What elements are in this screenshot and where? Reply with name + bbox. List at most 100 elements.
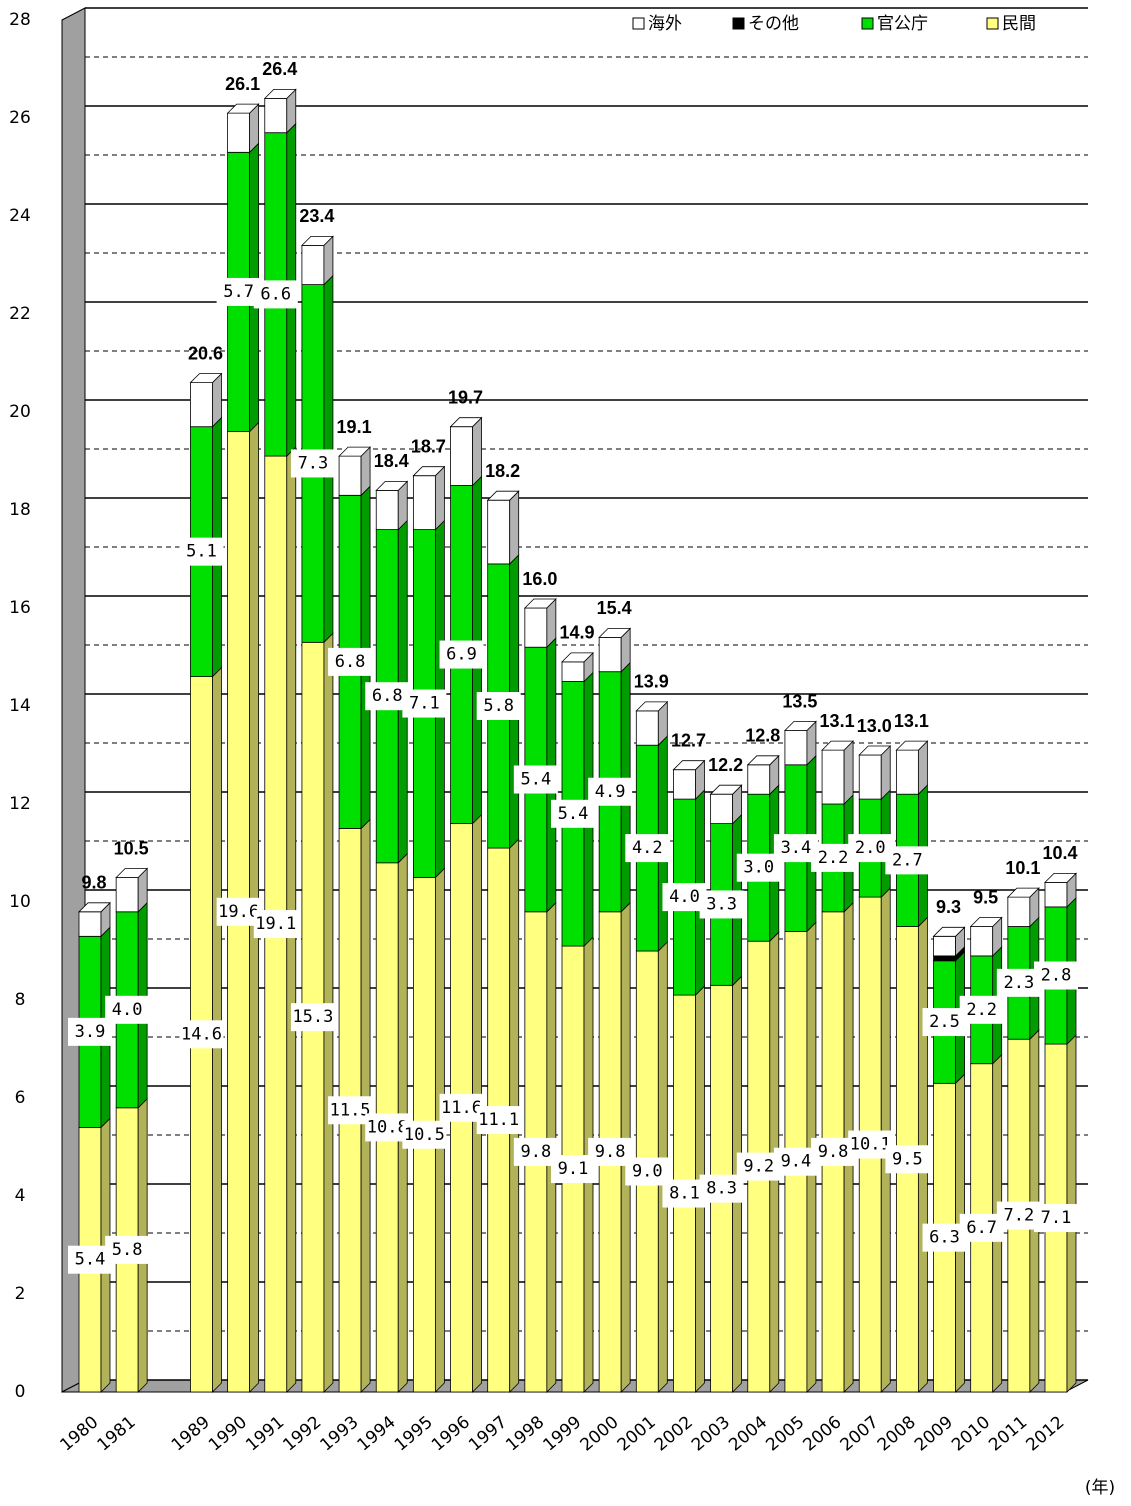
bar-top	[635, 701, 669, 712]
value-label-box	[773, 1147, 818, 1176]
value-label-box	[1034, 1204, 1078, 1233]
value-label-box	[179, 537, 224, 566]
value-label: 9.8	[520, 1142, 551, 1162]
value-label: 10.5	[404, 1125, 445, 1145]
value-label-box	[513, 1137, 558, 1166]
bar-segment	[301, 235, 334, 286]
bar-front	[412, 475, 436, 531]
y-tick-label: 14	[9, 696, 31, 716]
value-label-box	[588, 1137, 633, 1166]
x-tick-label: 1980	[56, 1412, 102, 1455]
value-label-box	[773, 834, 818, 863]
value-label-box	[699, 890, 744, 919]
legend-label: その他	[748, 14, 799, 34]
bar-side-shade	[546, 599, 556, 648]
total-label: 13.5	[782, 691, 817, 711]
legend-swatch	[986, 17, 999, 30]
bar-side-shade	[658, 701, 668, 746]
legend-label: 民間	[1002, 14, 1036, 34]
value-label: 8.1	[669, 1184, 700, 1204]
x-tick-label: 1990	[205, 1412, 251, 1455]
value-label: 2.8	[1041, 966, 1072, 986]
total-label: 18.2	[485, 461, 520, 481]
y-tick-label: 8	[15, 990, 26, 1010]
y-tick-label: 24	[9, 206, 31, 226]
value-label-box	[811, 843, 856, 872]
total-label: 12.8	[745, 726, 780, 746]
bar-segment	[450, 416, 482, 487]
x-tick-label: 2001	[614, 1412, 660, 1455]
x-tick-label: 1991	[242, 1412, 288, 1455]
value-label: 9.4	[781, 1152, 812, 1172]
bar-front	[78, 911, 102, 937]
y-tick-label: 0	[15, 1382, 26, 1402]
bar-front	[375, 489, 399, 530]
x-tick-label: 2005	[762, 1412, 808, 1455]
bar-front	[895, 749, 919, 795]
bar-top	[821, 740, 855, 751]
total-label: 9.5	[973, 887, 998, 907]
value-label: 9.8	[818, 1142, 849, 1162]
bar-top	[746, 755, 780, 766]
value-label-box	[959, 1213, 1004, 1242]
bar-segment	[115, 867, 148, 913]
total-label: 15.4	[597, 598, 632, 618]
bar-front	[970, 926, 994, 957]
bar-side-shade	[323, 236, 333, 285]
total-label: 13.9	[634, 672, 669, 692]
value-label: 2.7	[892, 850, 923, 870]
x-tick-label: 2004	[725, 1412, 771, 1455]
legend-swatch	[732, 17, 745, 30]
value-label-box	[811, 1137, 856, 1166]
bar-side-shade	[769, 755, 779, 795]
bar-top	[895, 740, 929, 751]
bar-segment	[784, 720, 817, 766]
value-label: 3.3	[706, 894, 737, 914]
bar-side-shade	[249, 104, 259, 153]
total-label: 9.8	[81, 873, 106, 893]
bar-front	[635, 710, 659, 746]
bar-top	[412, 466, 446, 477]
x-tick-label: 2006	[800, 1412, 846, 1455]
bar-front	[710, 793, 734, 825]
legend-swatch	[632, 17, 645, 30]
total-label: 14.9	[559, 623, 594, 643]
bar-front	[933, 955, 956, 962]
value-label: 6.6	[260, 284, 291, 304]
value-label-box	[402, 689, 447, 718]
bar-segment	[487, 490, 520, 565]
y-tick-label: 28	[9, 10, 31, 30]
bar-top	[1044, 873, 1077, 883]
value-label: 9.8	[595, 1142, 626, 1162]
value-label: 7.3	[298, 453, 329, 473]
total-label: 26.4	[262, 59, 297, 79]
x-tick-label: 2003	[688, 1412, 734, 1455]
total-label: 9.3	[936, 897, 961, 917]
x-tick-label: 1994	[354, 1412, 400, 1455]
bar-front	[673, 769, 696, 800]
value-label-box	[365, 1113, 410, 1142]
total-label: 13.0	[857, 716, 892, 736]
value-label-box	[402, 1120, 447, 1149]
value-label-box	[996, 1201, 1041, 1230]
value-label-box	[736, 853, 781, 882]
bar-top	[189, 373, 223, 384]
bar-top	[486, 490, 520, 501]
x-tick-label: 1992	[279, 1412, 325, 1455]
value-label-box	[328, 647, 373, 676]
total-label: 16.0	[522, 569, 557, 589]
value-label: 2.2	[966, 1000, 997, 1020]
bar-segment	[375, 480, 408, 531]
bar-segment	[338, 446, 371, 497]
total-label: 18.7	[411, 436, 446, 456]
value-label-box	[105, 1235, 150, 1264]
bar-front	[264, 98, 288, 134]
bar-top	[115, 868, 149, 878]
bar-front	[524, 607, 548, 648]
value-label-box	[922, 1223, 967, 1252]
bar-top	[1006, 887, 1040, 898]
value-label: 4.9	[595, 782, 626, 802]
bar-front	[450, 426, 473, 486]
value-label-box	[68, 1245, 112, 1274]
value-label: 5.4	[75, 1250, 106, 1270]
